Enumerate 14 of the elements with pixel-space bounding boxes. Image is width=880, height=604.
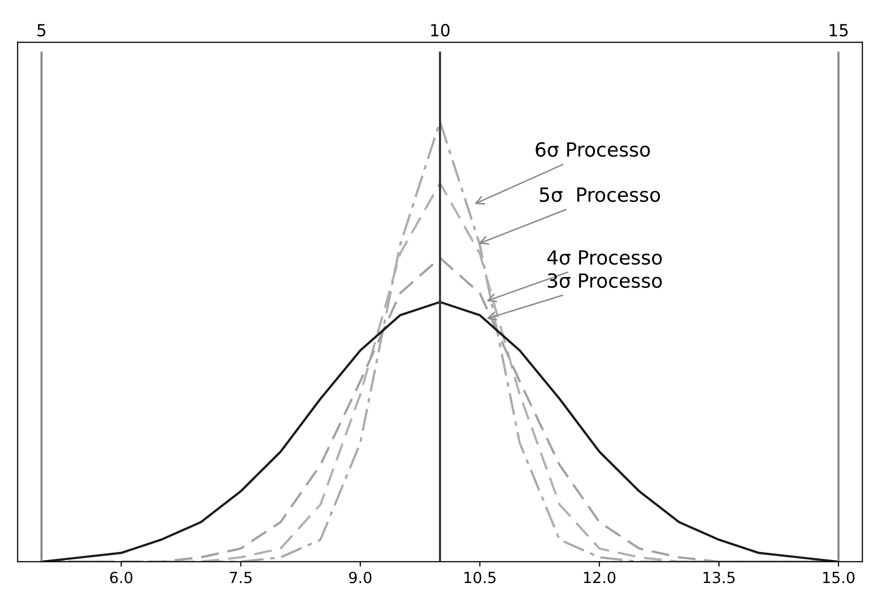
- x-tick-label: 10.5: [464, 572, 496, 584]
- annotation: 5σ Processo: [540, 188, 660, 202]
- x-tick-label: 15.0: [823, 572, 854, 584]
- ref-line-label: 15: [830, 24, 848, 36]
- x-tick-label: 13.5: [704, 572, 735, 584]
- ref-line-label: 10: [431, 24, 450, 36]
- x-tick-label: 6.0: [110, 572, 132, 584]
- x-tick-label: 7.5: [230, 572, 252, 584]
- ref-line-label: 5: [37, 24, 46, 36]
- x-tick-label: 9.0: [349, 572, 372, 584]
- annotation: 6σ Processo: [536, 142, 650, 157]
- annotation: 3σ Processo: [548, 273, 662, 288]
- x-tick-label: 12.0: [584, 572, 616, 584]
- annotation: 4σ Processo: [547, 250, 662, 265]
